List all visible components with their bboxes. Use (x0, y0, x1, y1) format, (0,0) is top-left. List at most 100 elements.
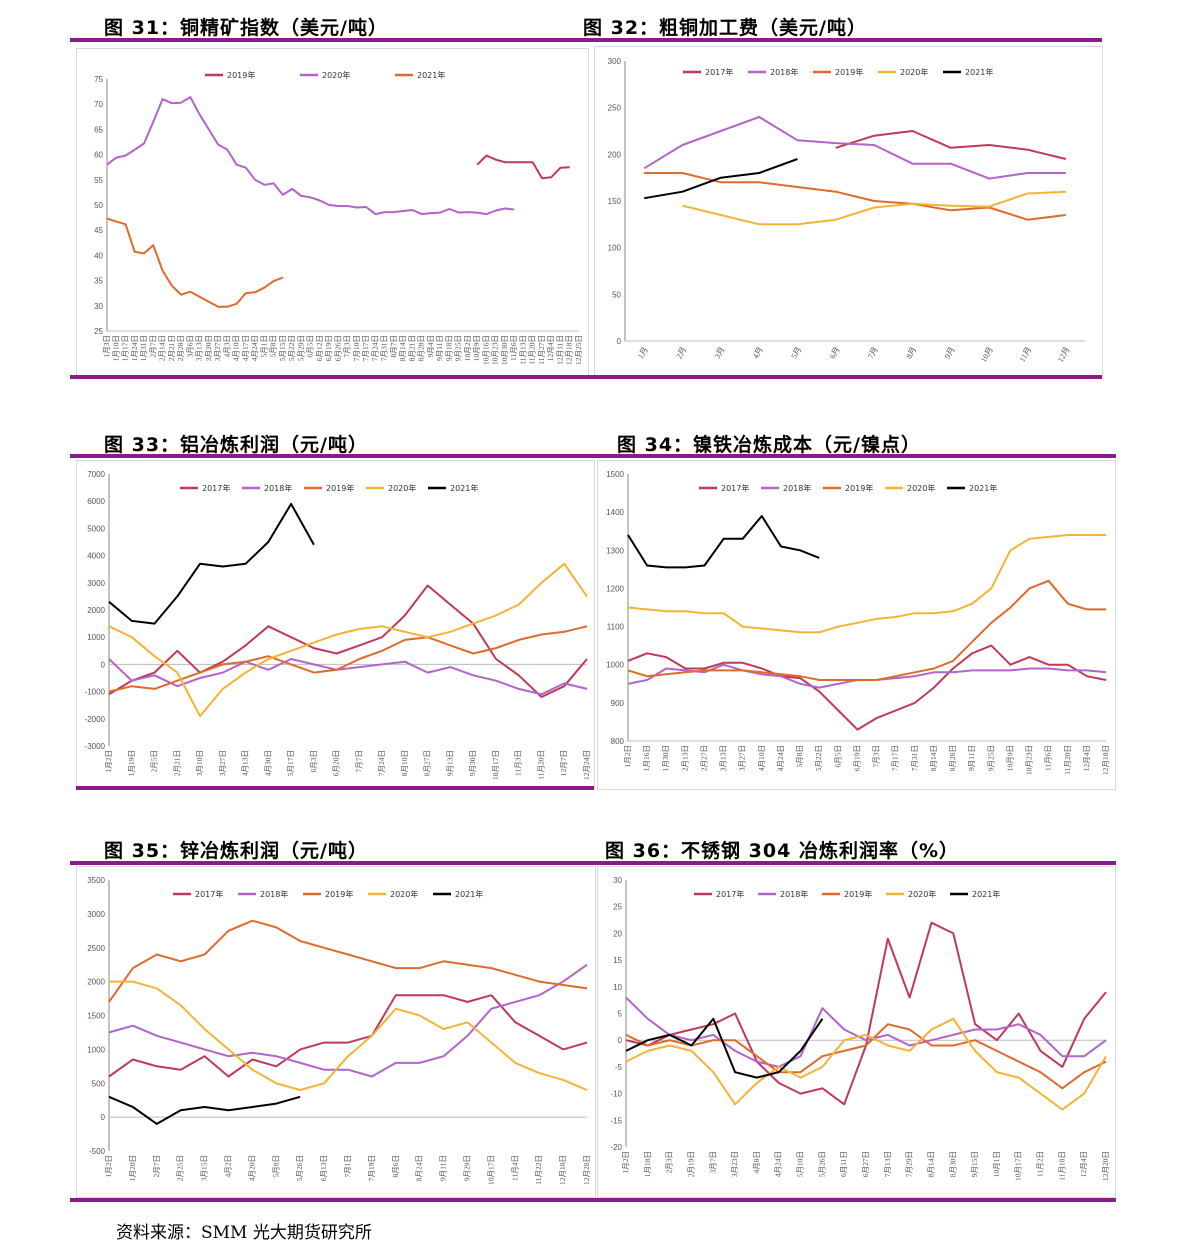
x-tick-label: 2月7日 (152, 1155, 161, 1178)
x-tick-label: 8月14日 (926, 1151, 935, 1177)
bottom-rule (76, 786, 594, 790)
series-line-2017年 (625, 921, 1107, 1106)
x-tick-label: 12月10日 (558, 1155, 567, 1185)
x-tick-label: 2月14日 (158, 335, 167, 361)
x-tick-label: 12月4日 (546, 335, 555, 361)
y-tick-label: 7000 (87, 470, 105, 479)
x-tick-label: 5月 (789, 346, 803, 361)
y-tick-label: 10 (613, 983, 622, 992)
y-tick-label: 900 (611, 699, 625, 708)
y-tick-label: 0 (618, 1036, 623, 1045)
x-tick-label: 7月31日 (910, 745, 919, 771)
x-tick-label: 8月30日 (948, 1151, 957, 1177)
y-tick-label: 5000 (87, 524, 105, 533)
x-tick-label: 12月11日 (555, 335, 564, 365)
x-tick-label: 8月14日 (398, 335, 407, 361)
x-tick-label: 7月3日 (872, 745, 881, 768)
x-tick-label: 10月17日 (486, 1155, 495, 1185)
y-tick-label: 40 (94, 251, 103, 260)
y-tick-label: 25 (613, 903, 622, 912)
source-note: 资料来源：SMM 光大期货研究所 (116, 1223, 372, 1243)
x-tick-label: 4月30日 (263, 750, 272, 776)
y-tick-label: 2000 (87, 606, 105, 615)
figure-34-title: 图 34：镍铁冶炼成本（元/镍点） (617, 434, 921, 456)
x-tick-label: 1月 (636, 346, 650, 361)
y-tick-label: 30 (94, 302, 103, 311)
x-tick-label: 5月15日 (278, 335, 287, 361)
y-tick-label: -3000 (85, 742, 106, 751)
x-tick-label: 12月28日 (582, 1155, 591, 1185)
y-tick-label: 25 (94, 327, 103, 336)
y-tick-label: 0 (101, 1113, 106, 1122)
x-tick-label: 4月 (751, 346, 765, 361)
x-tick-label: 3月15日 (200, 1155, 209, 1181)
x-tick-label: 7月17日 (361, 335, 370, 361)
figure-35-title: 图 35：锌冶炼利润（元/吨） (104, 840, 368, 862)
series-line-2018年 (108, 658, 588, 696)
x-tick-label: 2月5日 (150, 750, 159, 773)
legend-label: 2018年 (770, 67, 798, 77)
legend-label: 2019年 (845, 483, 873, 493)
x-tick-label: 1月3日 (102, 335, 111, 358)
y-tick-label: 50 (612, 290, 621, 299)
x-tick-label: 5月29日 (296, 335, 305, 361)
legend-label: 2019年 (326, 483, 354, 493)
series-line-2020年 (108, 562, 588, 718)
x-tick-label: 10月17日 (491, 750, 500, 780)
y-tick-label: 35 (94, 277, 103, 286)
x-tick-label: 3月27日 (738, 745, 747, 771)
x-tick-label: 6月5日 (833, 745, 842, 768)
chart-panel-35: -500 0 500 1000 1500 2000 2500 3000 3500 1月2日 1月20… (76, 866, 596, 1198)
x-tick-label: 11月27日 (537, 335, 546, 365)
legend-label: 2018年 (264, 483, 292, 493)
x-tick-label: 5月22日 (814, 745, 823, 771)
y-tick-label: 3000 (87, 579, 105, 588)
series-line-2017年 (627, 644, 1107, 731)
y-tick-label: 4000 (87, 552, 105, 561)
y-tick-label: -500 (89, 1147, 106, 1156)
chart-panel-31: 25 30 35 40 45 50 55 60 65 70 75 1月3日 1月10日 1月17日 1月24… (76, 48, 589, 378)
legend-label: 2017年 (195, 889, 223, 899)
chart-svg: 0 50 100 150 200 250 300 1月 2月 3月 4月 5月 6月 7月 8月 9月 10月 1… (608, 57, 1085, 364)
x-tick-label: 8月28日 (948, 745, 957, 771)
legend-label: 2017年 (202, 483, 230, 493)
legend-label: 2018年 (260, 889, 288, 899)
x-tick-label: 9月11日 (967, 745, 976, 771)
x-tick-label: 1月17日 (121, 335, 130, 361)
y-tick-label: 100 (608, 244, 622, 253)
series-line-2021年 (627, 515, 820, 569)
legend-label: 2019年 (325, 889, 353, 899)
x-tick-label: 2月13日 (680, 745, 689, 771)
x-tick-label: 9月30日 (468, 750, 477, 776)
legend-label: 2019年 (835, 67, 863, 77)
x-tick-label: 10月1日 (992, 1151, 1001, 1177)
y-tick-label: 2000 (87, 978, 105, 987)
y-tick-label: 0 (101, 660, 106, 669)
x-tick-label: 3月27日 (218, 750, 227, 776)
y-tick-label: 3500 (87, 876, 105, 885)
x-tick-label: 9月 (943, 346, 957, 361)
x-tick-label: 7月29日 (905, 1151, 914, 1177)
x-tick-label: 5月1日 (259, 335, 268, 358)
x-tick-label: 11月20日 (528, 335, 537, 365)
x-tick-label: 10月2日 (463, 335, 472, 361)
x-tick-label: 1月20日 (128, 1155, 137, 1181)
y-tick-label: 30 (613, 876, 622, 885)
x-tick-label: 8月 (904, 346, 918, 361)
x-tick-label: 12月 (1056, 346, 1072, 364)
legend-label: 2021年 (417, 70, 445, 80)
x-tick-label: 6月12日 (315, 335, 324, 361)
x-tick-label: 10月23日 (491, 335, 500, 365)
x-tick-label: 1月18日 (643, 1151, 652, 1177)
y-tick-label: 150 (608, 197, 622, 206)
figure-32-title: 图 32：粗铜加工费（美元/吨） (583, 17, 867, 39)
y-tick-label: 0 (617, 337, 622, 346)
legend-label: 2020年 (390, 889, 418, 899)
x-tick-label: 3月7日 (708, 1151, 717, 1174)
x-tick-label: 7月3日 (343, 335, 352, 358)
legend-label: 2018年 (780, 889, 808, 899)
x-tick-label: 8月14日 (929, 745, 938, 771)
y-tick-label: 1200 (606, 584, 624, 593)
x-tick-label: 7月13日 (883, 1151, 892, 1177)
x-tick-label: 9月29日 (463, 1155, 472, 1181)
